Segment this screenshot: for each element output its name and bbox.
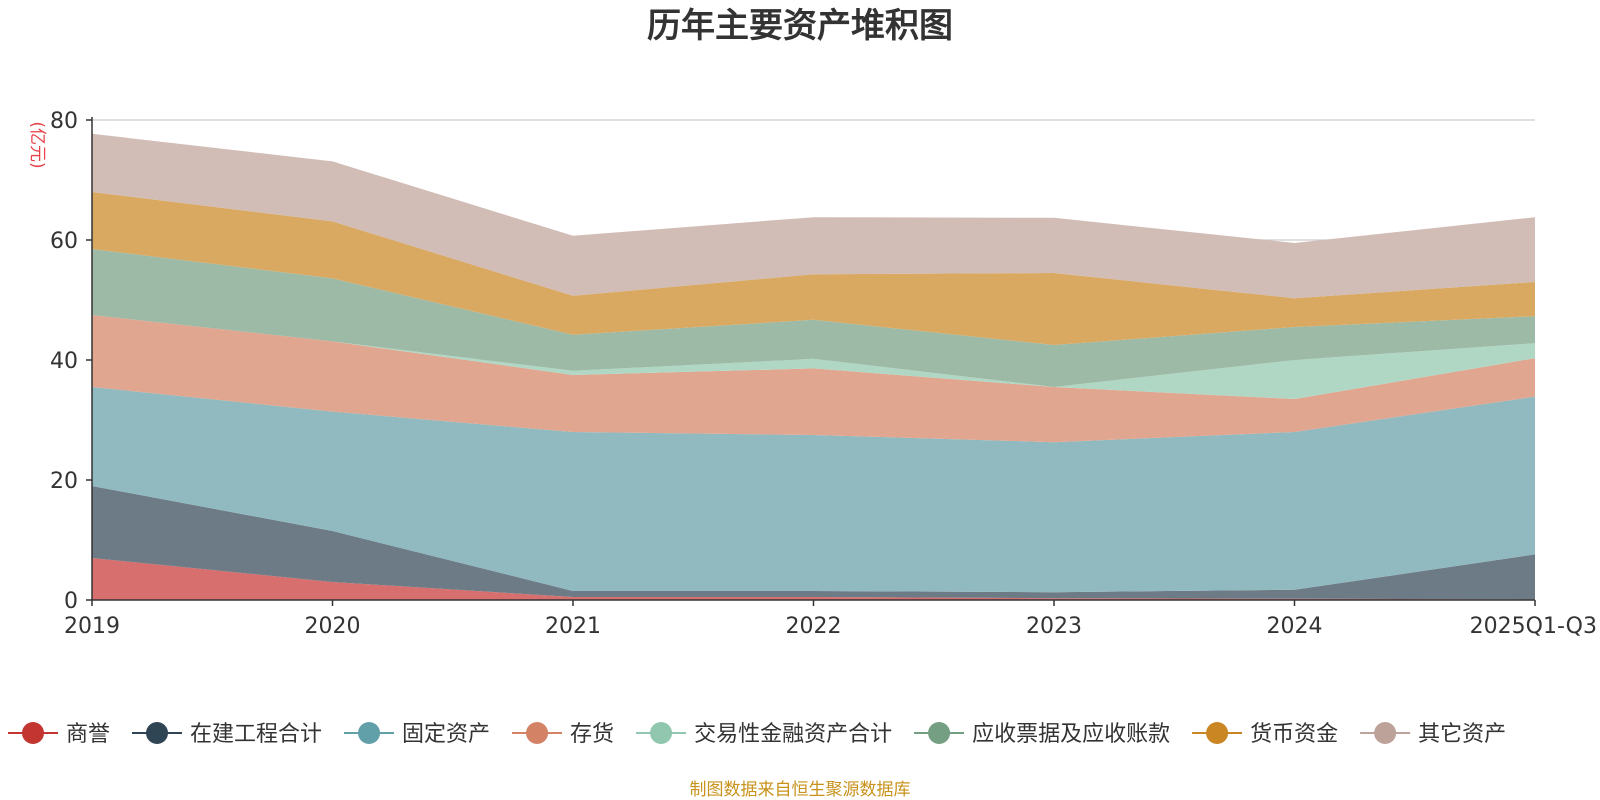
legend-item-3[interactable]: 存货 [512, 722, 614, 747]
legend-item-7[interactable]: 其它资产 [1360, 722, 1506, 747]
legend-label-4: 交易性金融资产合计 [694, 722, 892, 747]
legend-label-1: 在建工程合计 [190, 722, 322, 747]
legend-item-6[interactable]: 货币资金 [1192, 722, 1338, 747]
legend-item-1[interactable]: 在建工程合计 [132, 722, 322, 747]
legend-label-0: 商誉 [66, 722, 110, 747]
y-tick-label-2: 40 [50, 349, 78, 374]
legend-marker-6 [1206, 722, 1229, 744]
axes: 0 20 40 60 80 2019 2020 2021 2022 2023 2024 2025Q1-… [50, 109, 1597, 639]
x-tick-label-0: 2019 [64, 614, 120, 639]
y-tick-label-4: 80 [50, 109, 78, 134]
x-tick-label-1: 2020 [305, 614, 361, 639]
legend-item-4[interactable]: 交易性金融资产合计 [636, 722, 892, 747]
legend-label-2: 固定资产 [402, 722, 490, 747]
y-axis-unit-label: (亿元) [27, 121, 47, 168]
area-series-group [92, 133, 1535, 600]
x-tick-label-2: 2021 [545, 614, 601, 639]
legend-item-5[interactable]: 应收票据及应收账款 [914, 722, 1170, 747]
area-series-5 [92, 249, 1535, 387]
y-tick-label-1: 20 [50, 469, 78, 494]
legend-marker-2 [358, 722, 381, 744]
legend-label-3: 存货 [570, 722, 614, 747]
area-series-7 [92, 133, 1535, 299]
legend-item-2[interactable]: 固定资产 [344, 722, 490, 747]
y-tick-label-3: 60 [50, 229, 78, 254]
area-series-1 [92, 486, 1535, 600]
legend-marker-3 [526, 722, 549, 744]
legend-marker-7 [1374, 722, 1397, 744]
area-series-6 [92, 192, 1535, 345]
legend-label-7: 其它资产 [1418, 722, 1506, 747]
legend-item-0[interactable]: 商誉 [8, 722, 110, 747]
x-tick-label-6: 2025Q1-Q3 [1470, 614, 1597, 639]
area-series-4 [92, 315, 1535, 399]
x-tick-label-5: 2024 [1267, 614, 1323, 639]
legend-marker-4 [650, 722, 673, 744]
x-tick-label-3: 2022 [786, 614, 842, 639]
chart-title: 历年主要资产堆积图 [647, 6, 953, 46]
area-series-3 [92, 315, 1535, 443]
x-tick-label-4: 2023 [1026, 614, 1082, 639]
legend-marker-5 [928, 722, 951, 744]
y-tick-label-0: 0 [64, 589, 78, 614]
legend-marker-1 [146, 722, 169, 744]
legend: 商誉 在建工程合计 固定资产 存货 交易性金融资产合计 应收票据及应收账款 货币资金 其它资产 [8, 722, 1506, 747]
data-source-note: 制图数据来自恒生聚源数据库 [690, 780, 911, 800]
legend-marker-0 [22, 722, 44, 744]
legend-label-6: 货币资金 [1250, 722, 1338, 747]
area-series-2 [92, 387, 1535, 593]
legend-label-5: 应收票据及应收账款 [972, 722, 1170, 747]
